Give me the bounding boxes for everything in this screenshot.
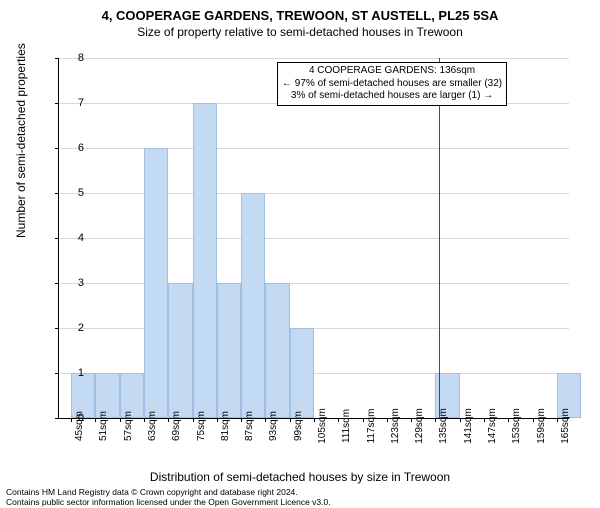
x-tick-label: 87sqm (244, 411, 255, 441)
x-tick-label: 63sqm (147, 411, 158, 441)
x-tick-label: 105sqm (317, 408, 328, 444)
x-tick-label: 117sqm (366, 409, 377, 444)
x-tick-mark (484, 418, 485, 422)
histogram-bar (217, 283, 241, 418)
x-tick-label: 129sqm (414, 408, 425, 444)
x-tick-mark (338, 418, 339, 422)
x-tick-mark (265, 418, 266, 422)
y-tick-mark (55, 373, 59, 374)
x-tick-mark (314, 418, 315, 422)
footer-line1: Contains HM Land Registry data © Crown c… (6, 487, 331, 497)
grid-line (59, 328, 569, 329)
grid-line (59, 193, 569, 194)
y-tick-label: 7 (64, 97, 84, 109)
plot-container: 4 COOPERAGE GARDENS: 136sqm← 97% of semi… (58, 58, 568, 418)
x-tick-label: 51sqm (98, 411, 109, 441)
x-tick-mark (290, 418, 291, 422)
x-tick-label: 99sqm (293, 411, 304, 441)
x-tick-mark (241, 418, 242, 422)
footer-attribution: Contains HM Land Registry data © Crown c… (6, 487, 331, 507)
y-tick-mark (55, 103, 59, 104)
y-tick-label: 2 (64, 322, 84, 334)
x-tick-mark (217, 418, 218, 422)
x-tick-mark (508, 418, 509, 422)
histogram-bar (144, 148, 168, 418)
y-tick-mark (55, 58, 59, 59)
plot-area: 4 COOPERAGE GARDENS: 136sqm← 97% of semi… (58, 58, 569, 419)
grid-line (59, 238, 569, 239)
annotation-line: ← 97% of semi-detached houses are smalle… (282, 78, 502, 91)
y-tick-mark (55, 283, 59, 284)
x-tick-label: 75sqm (196, 411, 207, 441)
y-tick-mark (55, 238, 59, 239)
grid-line (59, 148, 569, 149)
grid-line (59, 58, 569, 59)
y-tick-label: 1 (64, 367, 84, 379)
histogram-bar (241, 193, 265, 418)
y-tick-label: 5 (64, 187, 84, 199)
y-tick-mark (55, 328, 59, 329)
x-tick-label: 81sqm (220, 411, 231, 441)
chart-subtitle: Size of property relative to semi-detach… (0, 25, 600, 39)
y-tick-label: 8 (64, 52, 84, 64)
x-tick-mark (120, 418, 121, 422)
histogram-bar (168, 283, 192, 418)
x-tick-mark (363, 418, 364, 422)
x-tick-mark (435, 418, 436, 422)
x-tick-label: 45sqm (74, 411, 85, 441)
x-axis-label: Distribution of semi-detached houses by … (0, 470, 600, 484)
x-tick-label: 165sqm (560, 408, 571, 444)
annotation-box: 4 COOPERAGE GARDENS: 136sqm← 97% of semi… (277, 62, 507, 106)
annotation-line: 3% of semi-detached houses are larger (1… (282, 90, 502, 103)
y-tick-mark (55, 418, 59, 419)
x-tick-mark (144, 418, 145, 422)
y-tick-label: 6 (64, 142, 84, 154)
footer-line2: Contains public sector information licen… (6, 497, 331, 507)
histogram-bar (193, 103, 217, 418)
x-tick-label: 93sqm (268, 411, 279, 441)
grid-line (59, 283, 569, 284)
x-tick-label: 159sqm (536, 408, 547, 444)
histogram-bar (265, 283, 289, 418)
x-tick-mark (168, 418, 169, 422)
x-tick-mark (387, 418, 388, 422)
x-tick-mark (460, 418, 461, 422)
histogram-bar (290, 328, 314, 418)
x-tick-label: 69sqm (171, 411, 182, 441)
y-tick-mark (55, 193, 59, 194)
x-tick-label: 153sqm (511, 408, 522, 444)
x-tick-mark (193, 418, 194, 422)
x-tick-label: 123sqm (390, 408, 401, 444)
annotation-line: 4 COOPERAGE GARDENS: 136sqm (282, 65, 502, 78)
x-tick-label: 135sqm (438, 408, 449, 444)
y-axis-label: Number of semi-detached properties (14, 43, 28, 238)
x-tick-label: 147sqm (487, 408, 498, 444)
y-tick-label: 4 (64, 232, 84, 244)
y-tick-label: 3 (64, 277, 84, 289)
chart-title: 4, COOPERAGE GARDENS, TREWOON, ST AUSTEL… (0, 8, 600, 23)
x-tick-mark (411, 418, 412, 422)
x-tick-mark (533, 418, 534, 422)
x-tick-label: 111sqm (341, 409, 352, 443)
y-tick-mark (55, 148, 59, 149)
x-tick-mark (557, 418, 558, 422)
x-tick-mark (95, 418, 96, 422)
reference-line (439, 58, 440, 418)
x-tick-label: 57sqm (123, 411, 134, 441)
x-tick-label: 141sqm (463, 408, 474, 444)
